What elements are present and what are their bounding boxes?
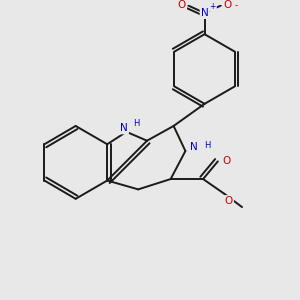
Text: N: N	[120, 123, 128, 133]
Text: O: O	[223, 0, 231, 10]
Text: O: O	[178, 0, 186, 10]
Text: -: -	[235, 1, 238, 10]
Text: H: H	[204, 141, 211, 150]
Text: +: +	[210, 2, 216, 11]
Text: N: N	[190, 142, 198, 152]
Text: N: N	[201, 8, 208, 18]
Text: O: O	[222, 156, 230, 166]
Text: O: O	[225, 196, 233, 206]
Text: H: H	[134, 118, 140, 127]
